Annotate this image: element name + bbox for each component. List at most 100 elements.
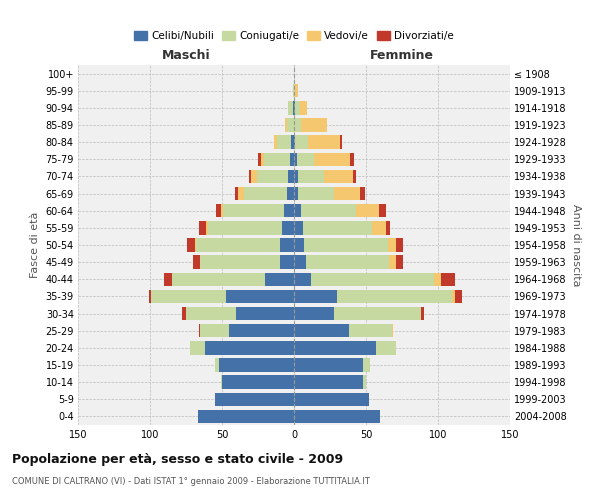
Bar <box>294 187 298 200</box>
Bar <box>284 204 294 218</box>
Text: COMUNE DI CALTRANO (VI) - Dati ISTAT 1° gennaio 2009 - Elaborazione TUTTITALIA.I: COMUNE DI CALTRANO (VI) - Dati ISTAT 1° … <box>12 478 370 486</box>
Bar <box>294 221 302 234</box>
Bar <box>298 187 334 200</box>
Bar <box>311 272 434 286</box>
Bar <box>164 272 172 286</box>
Bar <box>340 136 341 149</box>
Bar <box>293 84 294 98</box>
Bar <box>283 221 294 234</box>
Bar <box>294 272 311 286</box>
Bar <box>219 358 294 372</box>
Bar <box>199 221 206 234</box>
Bar <box>277 136 291 149</box>
Bar <box>274 136 277 149</box>
Bar <box>221 204 223 218</box>
Bar <box>286 118 287 132</box>
Bar <box>349 324 392 338</box>
Bar <box>455 290 463 303</box>
Bar <box>314 152 350 166</box>
Bar <box>280 256 294 269</box>
Bar <box>264 152 290 166</box>
Y-axis label: Anni di nascita: Anni di nascita <box>571 204 581 286</box>
Bar <box>265 272 294 286</box>
Bar <box>151 290 226 303</box>
Bar <box>293 101 294 114</box>
Bar <box>235 187 238 200</box>
Bar <box>294 256 305 269</box>
Bar <box>258 152 261 166</box>
Bar <box>363 358 370 372</box>
Bar <box>386 221 391 234</box>
Bar <box>216 204 221 218</box>
Bar <box>294 204 301 218</box>
Bar <box>441 272 455 286</box>
Bar <box>172 272 265 286</box>
Bar <box>290 152 294 166</box>
Bar <box>200 256 280 269</box>
Bar <box>396 238 403 252</box>
Bar <box>302 221 372 234</box>
Bar <box>392 324 394 338</box>
Bar <box>199 324 200 338</box>
Bar <box>215 358 219 372</box>
Bar <box>294 307 334 320</box>
Bar <box>372 221 386 234</box>
Bar <box>376 341 396 354</box>
Bar <box>294 324 349 338</box>
Bar <box>304 238 388 252</box>
Bar <box>196 238 280 252</box>
Bar <box>350 152 355 166</box>
Bar <box>223 204 284 218</box>
Bar <box>250 170 251 183</box>
Bar <box>301 118 327 132</box>
Bar <box>200 324 229 338</box>
Bar <box>287 118 294 132</box>
Bar <box>294 136 295 149</box>
Bar <box>421 307 424 320</box>
Bar <box>205 341 294 354</box>
Bar <box>396 256 403 269</box>
Bar <box>294 358 363 372</box>
Bar <box>291 136 294 149</box>
Bar <box>337 290 452 303</box>
Legend: Celibi/Nubili, Coniugati/e, Vedovi/e, Divorziati/e: Celibi/Nubili, Coniugati/e, Vedovi/e, Di… <box>130 27 458 46</box>
Bar <box>294 341 376 354</box>
Bar <box>353 170 356 183</box>
Bar <box>190 341 205 354</box>
Bar <box>300 101 307 114</box>
Bar <box>294 392 369 406</box>
Bar <box>236 307 294 320</box>
Bar <box>221 376 222 389</box>
Bar <box>193 256 200 269</box>
Bar <box>261 152 264 166</box>
Bar <box>388 238 396 252</box>
Bar <box>334 187 360 200</box>
Bar <box>295 136 308 149</box>
Text: Maschi: Maschi <box>161 50 211 62</box>
Bar <box>257 170 288 183</box>
Bar <box>294 170 298 183</box>
Bar <box>379 204 386 218</box>
Bar <box>305 256 389 269</box>
Text: Femmine: Femmine <box>370 50 434 62</box>
Bar <box>244 187 287 200</box>
Text: Popolazione per età, sesso e stato civile - 2009: Popolazione per età, sesso e stato civil… <box>12 452 343 466</box>
Bar <box>251 170 257 183</box>
Bar <box>186 307 236 320</box>
Bar <box>288 170 294 183</box>
Bar <box>238 187 244 200</box>
Bar <box>452 290 455 303</box>
Bar <box>294 152 297 166</box>
Bar <box>356 204 379 218</box>
Bar <box>334 307 421 320</box>
Bar <box>229 324 294 338</box>
Bar <box>295 84 298 98</box>
Bar <box>187 238 194 252</box>
Bar <box>280 238 294 252</box>
Bar <box>208 221 283 234</box>
Bar <box>294 410 380 423</box>
Bar <box>360 187 365 200</box>
Bar <box>206 221 208 234</box>
Bar <box>194 238 196 252</box>
Bar <box>294 118 301 132</box>
